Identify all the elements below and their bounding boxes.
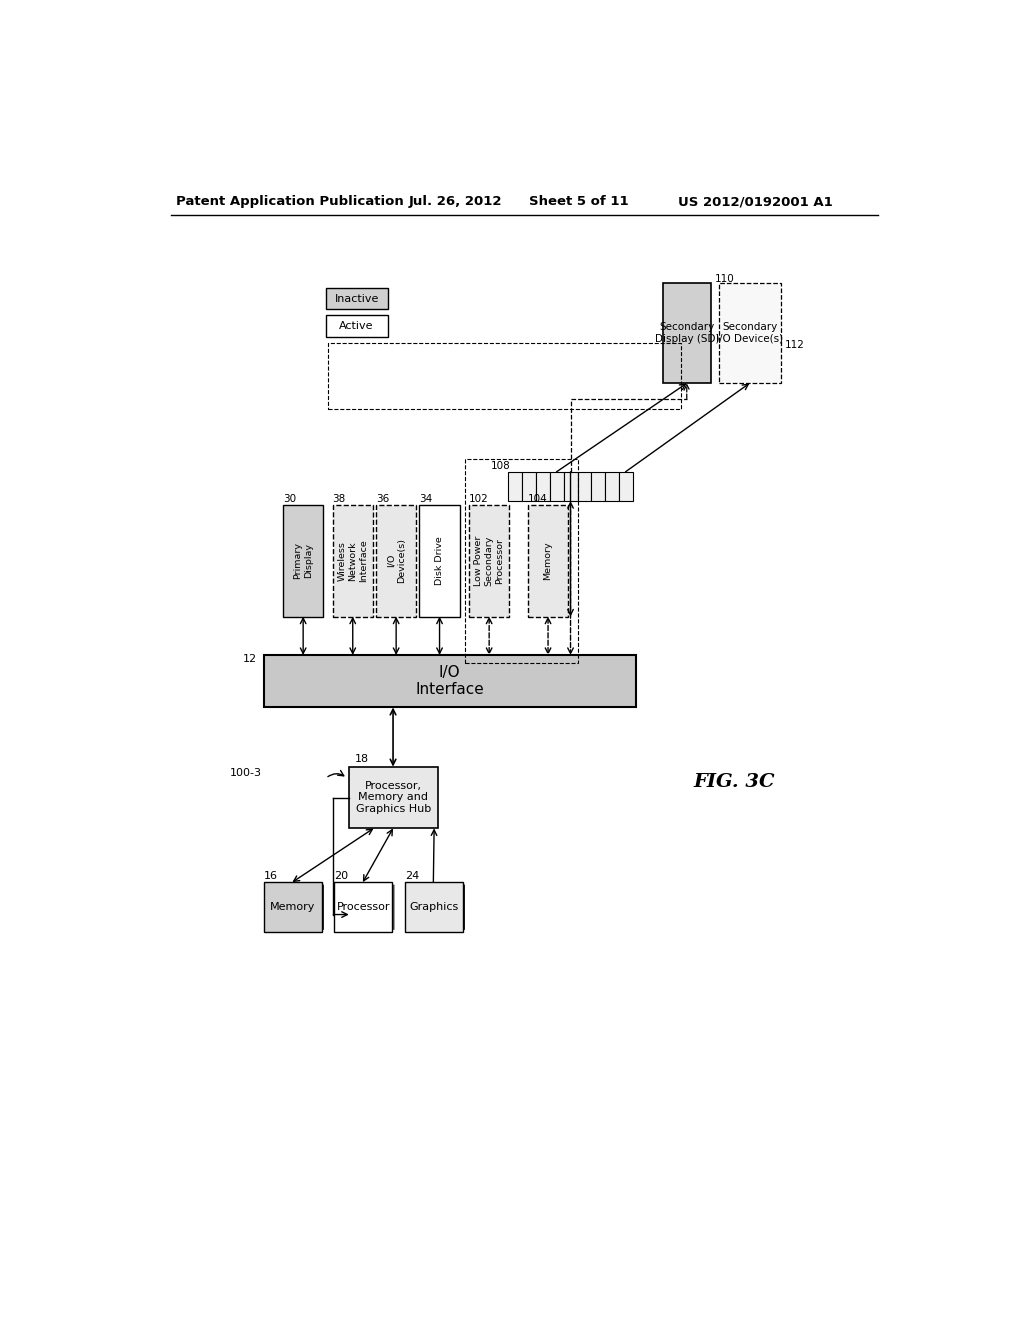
- Text: Low Power
Secondary
Processor: Low Power Secondary Processor: [474, 536, 504, 586]
- Text: Disk Drive: Disk Drive: [435, 536, 444, 585]
- Text: 36: 36: [376, 494, 389, 504]
- Text: Memory: Memory: [270, 903, 315, 912]
- Text: 110: 110: [715, 275, 734, 284]
- Text: Secondary
Display (SD): Secondary Display (SD): [654, 322, 719, 345]
- Bar: [333, 506, 373, 616]
- Text: FIG. 3C: FIG. 3C: [693, 774, 775, 791]
- Bar: [605, 471, 620, 502]
- Bar: [508, 471, 521, 502]
- Bar: [620, 471, 633, 502]
- Text: Jul. 26, 2012: Jul. 26, 2012: [409, 195, 502, 209]
- Bar: [283, 506, 324, 616]
- Bar: [469, 506, 509, 616]
- Bar: [420, 506, 460, 616]
- Bar: [328, 343, 681, 409]
- Text: Wireless
Network
Interface: Wireless Network Interface: [338, 540, 368, 582]
- Bar: [592, 471, 605, 502]
- Text: Secondary
I/O Device(s): Secondary I/O Device(s): [716, 322, 783, 345]
- Bar: [465, 459, 578, 663]
- Text: 38: 38: [333, 494, 346, 504]
- Text: Graphics: Graphics: [410, 903, 459, 912]
- Text: 24: 24: [404, 871, 419, 880]
- Text: I/O
Interface: I/O Interface: [416, 665, 484, 697]
- Text: 108: 108: [490, 461, 510, 471]
- Text: I/O
Device(s): I/O Device(s): [386, 539, 406, 583]
- Text: Primary
Display: Primary Display: [294, 543, 313, 579]
- Text: 102: 102: [469, 494, 488, 504]
- Text: US 2012/0192001 A1: US 2012/0192001 A1: [678, 195, 833, 209]
- Bar: [521, 471, 536, 502]
- Bar: [326, 315, 388, 337]
- Bar: [578, 471, 592, 502]
- Bar: [719, 284, 780, 383]
- Bar: [263, 655, 636, 708]
- Bar: [663, 284, 711, 383]
- Text: Inactive: Inactive: [335, 293, 379, 304]
- Text: 20: 20: [334, 871, 348, 880]
- Bar: [550, 471, 563, 502]
- Text: 12: 12: [244, 653, 257, 664]
- Bar: [263, 882, 322, 932]
- Bar: [349, 767, 438, 829]
- Text: 112: 112: [784, 339, 804, 350]
- Bar: [376, 506, 417, 616]
- Bar: [326, 288, 388, 309]
- Text: 16: 16: [263, 871, 278, 880]
- Text: 100-3: 100-3: [230, 768, 262, 777]
- Text: Sheet 5 of 11: Sheet 5 of 11: [529, 195, 629, 209]
- Text: Active: Active: [339, 321, 374, 331]
- Text: 104: 104: [528, 494, 548, 504]
- Text: 34: 34: [420, 494, 433, 504]
- Text: Processor: Processor: [337, 903, 390, 912]
- Bar: [334, 882, 392, 932]
- Bar: [404, 882, 463, 932]
- Text: 30: 30: [283, 494, 296, 504]
- Text: Processor,
Memory and
Graphics Hub: Processor, Memory and Graphics Hub: [355, 781, 431, 814]
- Bar: [536, 471, 550, 502]
- Text: Memory: Memory: [544, 541, 553, 579]
- Bar: [563, 471, 578, 502]
- Text: 18: 18: [355, 754, 370, 764]
- Bar: [528, 506, 568, 616]
- Text: Patent Application Publication: Patent Application Publication: [176, 195, 403, 209]
